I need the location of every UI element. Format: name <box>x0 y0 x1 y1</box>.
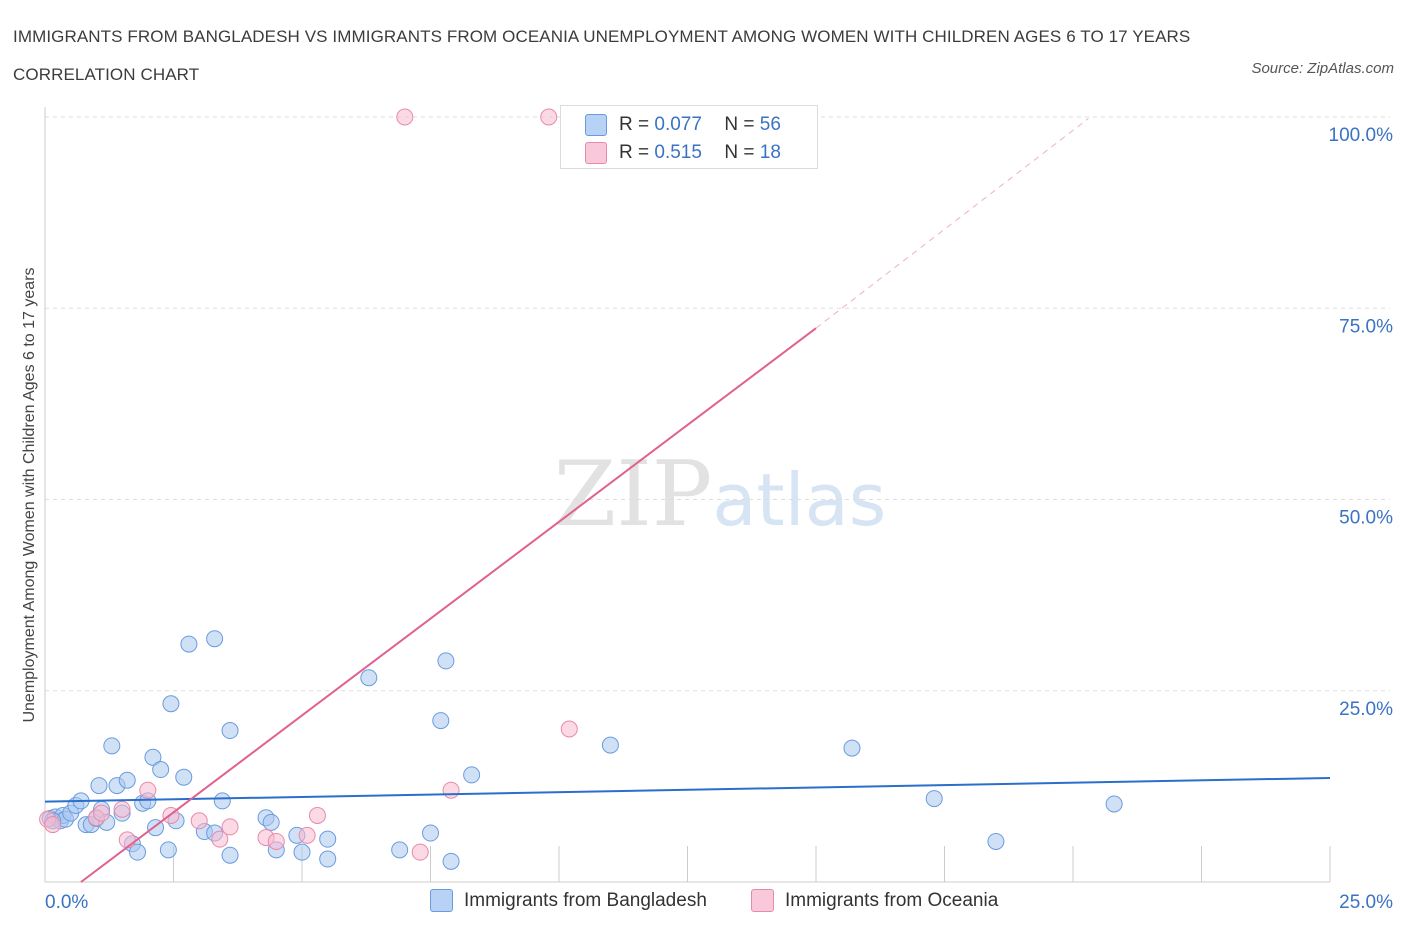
bangladesh-point <box>144 748 162 766</box>
legend-row-bangladesh: R = 0.077 N = 56 <box>585 113 781 137</box>
bangladesh-point <box>213 792 231 810</box>
bangladesh-point <box>90 777 108 795</box>
y-tick-label: 25.0% <box>1339 699 1393 720</box>
legend-r-value: 0.515 <box>654 142 702 163</box>
oceania-point <box>540 108 558 126</box>
bangladesh-point <box>432 712 450 730</box>
chart-title: IMMIGRANTS FROM BANGLADESH VS IMMIGRANTS… <box>13 27 1191 84</box>
legend-n-value: 18 <box>759 142 781 163</box>
oceania-point <box>211 830 229 848</box>
bangladesh-point <box>221 722 239 740</box>
bangladesh-point <box>463 766 481 784</box>
bangladesh-point <box>843 739 861 757</box>
bangladesh-point <box>987 832 1005 850</box>
oceania-point <box>442 781 460 799</box>
legend-n-label: N = <box>724 142 755 163</box>
bangladesh-point <box>319 830 337 848</box>
y-tick-label: 100.0% <box>1329 125 1394 146</box>
bangladesh-point <box>442 852 460 870</box>
oceania-point <box>298 826 316 844</box>
oceania-point <box>267 832 285 850</box>
bangladesh-point <box>925 790 943 808</box>
watermark: ZIPatlas <box>554 442 887 547</box>
oceania-point <box>221 818 239 836</box>
series-legend-oceania[interactable]: Immigrants from Oceania <box>751 889 998 912</box>
legend-n-label: N = <box>724 114 755 135</box>
series-legend-bangladesh[interactable]: Immigrants from Bangladesh <box>430 889 707 912</box>
oceania-trend-extension <box>815 118 1089 329</box>
bangladesh-point <box>206 630 224 648</box>
oceania-point <box>118 831 136 849</box>
bangladesh-trend-line <box>44 776 1331 803</box>
legend-n-value: 56 <box>759 114 781 135</box>
oceania-point <box>411 843 429 861</box>
source-label: Source: ZipAtlas.com <box>1251 60 1394 77</box>
bangladesh-point <box>162 695 180 713</box>
oceania-point <box>44 816 62 834</box>
legend-row-oceania: R = 0.515 N = 18 <box>585 141 781 165</box>
oceania-trend-line <box>80 327 817 883</box>
legend-swatch-bangladesh <box>585 114 607 136</box>
bangladesh-point <box>103 737 121 755</box>
oceania-point <box>560 720 578 738</box>
oceania-point <box>190 812 208 830</box>
bangladesh-point <box>601 736 619 754</box>
series-swatch-bangladesh <box>430 889 453 912</box>
bangladesh-point <box>437 652 455 670</box>
bangladesh-point <box>159 841 177 859</box>
bangladesh-point <box>319 850 337 868</box>
legend-r-value: 0.077 <box>654 114 702 135</box>
bangladesh-point <box>221 846 239 864</box>
bangladesh-point <box>152 761 170 779</box>
y-tick-label: 50.0% <box>1339 508 1393 529</box>
series-swatch-oceania <box>751 889 774 912</box>
legend-r-label: R = <box>619 142 650 163</box>
legend-r-label: R = <box>619 114 650 135</box>
oceania-point <box>308 806 326 824</box>
bangladesh-point <box>180 635 198 653</box>
bangladesh-point <box>422 824 439 842</box>
series-name-oceania: Immigrants from Oceania <box>785 889 999 911</box>
legend-swatch-oceania <box>585 142 607 164</box>
bangladesh-point <box>1105 795 1123 813</box>
bangladesh-point <box>262 813 280 831</box>
bangladesh-point <box>118 771 136 789</box>
bangladesh-point <box>175 768 193 786</box>
oceania-point <box>139 781 157 799</box>
x-tick-label: 0.0% <box>45 892 88 913</box>
bangladesh-point <box>129 843 147 861</box>
oceania-point <box>396 108 414 126</box>
correlation-legend: R = 0.077 N = 56 R = 0.515 N = 18 <box>560 105 818 169</box>
bangladesh-point <box>293 843 311 861</box>
bangladesh-point <box>391 841 409 859</box>
oceania-point <box>93 804 111 822</box>
oceania-point <box>113 800 131 818</box>
series-name-bangladesh: Immigrants from Bangladesh <box>464 889 707 911</box>
x-tick-label: 25.0% <box>1339 892 1393 913</box>
bangladesh-point <box>360 669 378 687</box>
y-tick-label: 75.0% <box>1339 316 1393 337</box>
